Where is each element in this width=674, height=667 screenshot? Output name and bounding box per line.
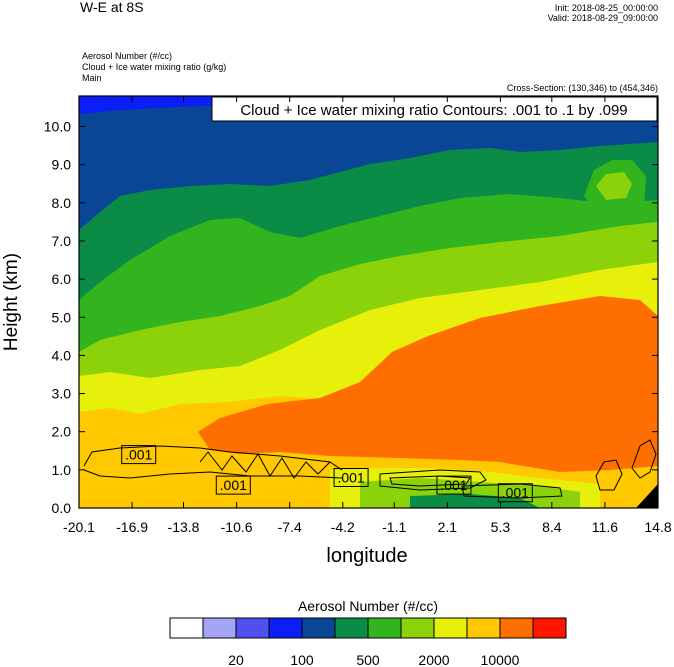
contour-label-box <box>497 483 533 503</box>
contour-label: .001 <box>337 469 364 485</box>
band-yellowgreen-upper-right <box>596 172 632 200</box>
contour-labels: .001 .001 .001 .001 .001 <box>121 445 533 503</box>
colorbar-swatch <box>532 617 567 639</box>
colorbar-label: 100 <box>290 652 314 667</box>
valid-time: Valid: 2018-08-29_09:00:00 <box>547 13 658 23</box>
colorbar-label: 500 <box>356 652 380 667</box>
band-navy <box>79 96 658 230</box>
colorbar-swatch <box>367 617 402 639</box>
y-tick-label: 2.0 <box>52 424 72 440</box>
contour-label-box <box>215 475 251 495</box>
contour-line-c <box>199 451 331 479</box>
x-tick-label: -7.4 <box>278 519 302 535</box>
plot-title: W-E at 8S <box>80 0 144 15</box>
x-tick-label: -16.9 <box>116 519 148 535</box>
contour-label-box <box>333 467 369 487</box>
colorbar-swatch <box>466 617 501 639</box>
contour-label-box <box>121 445 157 465</box>
y-tick-label: 4.0 <box>52 347 72 363</box>
x-tick-label: 2.1 <box>438 519 458 535</box>
colorbar-swatch <box>499 617 534 639</box>
contour-line-a <box>83 445 343 471</box>
field-cloud-label: Cloud + Ice water mixing ratio (g/kg) <box>82 62 227 72</box>
y-axis: 0.0 1.0 2.0 3.0 4.0 5.0 6.0 7.0 8.0 9.0 10.0 <box>44 119 658 516</box>
x-tick-label: -10.6 <box>221 519 253 535</box>
colorbar-title: Aerosol Number (#/cc) <box>298 598 438 614</box>
colorbar-swatch <box>400 617 435 639</box>
contour-label-box <box>436 475 472 495</box>
x-tick-label: 5.3 <box>491 519 511 535</box>
colorbar-label: 2000 <box>418 652 449 667</box>
colorbar-swatch <box>235 617 270 639</box>
x-tick-label: -4.2 <box>331 519 355 535</box>
colorbar-swatch <box>202 617 237 639</box>
init-time: Init: 2018-08-25_00:00:00 <box>554 3 658 13</box>
x-axis-label: longitude <box>326 545 407 567</box>
contour-label: .001 <box>440 477 467 493</box>
contour-line-g <box>595 459 623 491</box>
x-tick-label: -13.8 <box>168 519 200 535</box>
x-tick-label: 8.4 <box>542 519 562 535</box>
contour-line-h <box>631 439 657 479</box>
plot-frame <box>78 95 659 509</box>
y-tick-label: 3.0 <box>52 386 72 402</box>
y-axis-label: Height (km) <box>1 253 22 351</box>
colorbar-swatch <box>301 617 336 639</box>
y-tick-label: 10.0 <box>44 119 71 135</box>
contour-line-b <box>83 469 343 479</box>
cross-section-label: Cross-Section: (130,346) to (454,346) <box>506 83 658 93</box>
x-tick-label: 14.8 <box>644 519 671 535</box>
colorbar-swatch <box>334 617 369 639</box>
contour-label: .001 <box>502 485 529 501</box>
contour-label: .001 <box>220 477 247 493</box>
y-tick-label: 6.0 <box>52 271 72 287</box>
colorbar: 20 100 500 2000 10000 <box>169 617 567 667</box>
contour-label: .001 <box>125 447 152 463</box>
chart-title-box: Cloud + Ice water mixing ratio Contours:… <box>211 96 658 122</box>
x-tick-label: -20.1 <box>63 519 95 535</box>
y-tick-label: 5.0 <box>52 309 72 325</box>
corner-black <box>636 484 658 508</box>
y-tick-label: 8.0 <box>52 195 72 211</box>
colorbar-swatch <box>433 617 468 639</box>
band-orange-main <box>198 296 658 472</box>
chart-title: Cloud + Ice water mixing ratio Contours:… <box>240 102 627 119</box>
aerosol-field <box>79 96 658 508</box>
field-main-label: Main <box>82 73 102 83</box>
colorbar-swatch <box>268 617 303 639</box>
chart-title-background <box>211 96 658 122</box>
contour-line-d <box>379 469 487 491</box>
y-tick-label: 7.0 <box>52 233 72 249</box>
y-tick-label: 9.0 <box>52 157 72 173</box>
y-tick-label: 0.0 <box>52 500 72 516</box>
x-tick-label: -1.1 <box>382 519 406 535</box>
x-axis: -20.1 -16.9 -13.8 -10.6 -7.4 -4.2 -1.1 2.1 5.3 8.… <box>63 96 672 535</box>
y-tick-label: 1.0 <box>52 462 72 478</box>
colorbar-label: 10000 <box>481 652 520 667</box>
field-aerosol-label: Aerosol Number (#/cc) <box>82 51 173 61</box>
x-tick-label: 11.6 <box>592 519 618 535</box>
colorbar-swatch <box>169 617 204 639</box>
colorbar-label: 20 <box>228 652 244 667</box>
